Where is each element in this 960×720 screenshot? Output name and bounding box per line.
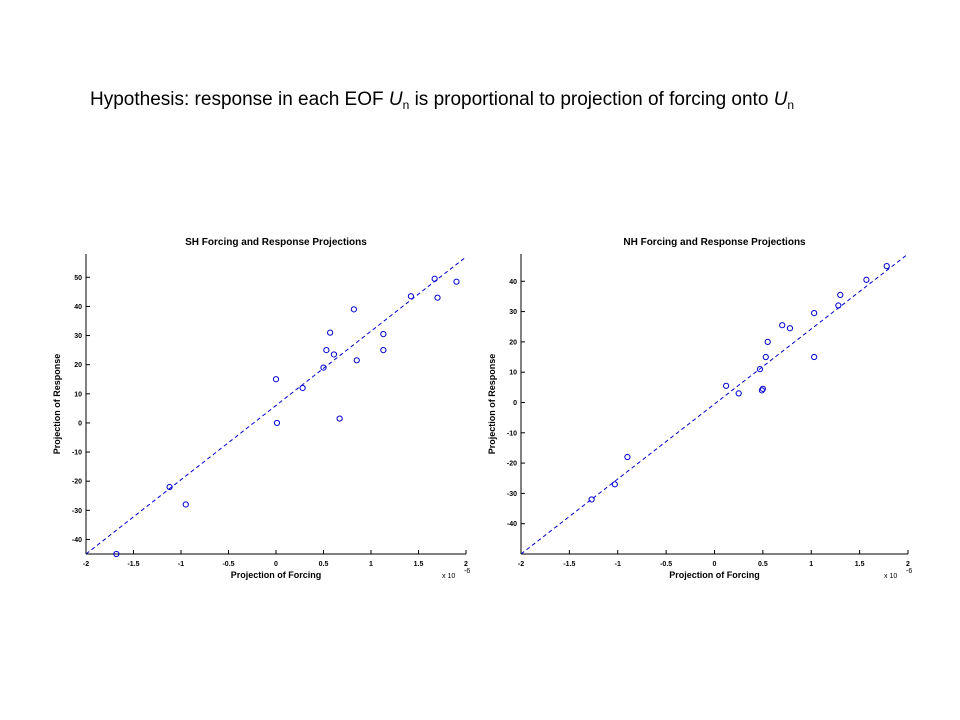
- fit-line: [521, 254, 908, 554]
- title-var-2: U: [773, 89, 788, 110]
- y-tick-label: 10: [74, 391, 82, 398]
- data-point: [380, 330, 387, 338]
- nh-chart: -2 -1.5 -1 -0.5 0 0.5 1 1.5 2 -40 -30 -20 -10 0 10 20 30…: [487, 237, 912, 580]
- y-tick-label: 50: [74, 275, 82, 282]
- x-tick-label: -1.5: [563, 561, 575, 568]
- y-tick-label: -10: [507, 430, 517, 437]
- x-tick-label: 0.5: [319, 561, 329, 568]
- x-tick-label: 0: [274, 561, 278, 568]
- y-tick-label: -30: [507, 491, 517, 498]
- x-axis-label: Projection of Forcing: [231, 570, 322, 580]
- data-point: [811, 353, 818, 361]
- data-point: [453, 278, 460, 285]
- data-point: [786, 325, 794, 332]
- data-point: [380, 347, 387, 354]
- y-tick-label: -30: [72, 508, 82, 515]
- data-point: [407, 293, 414, 300]
- data-point: [837, 291, 844, 299]
- data-point: [883, 263, 890, 270]
- x-tick-label: 1: [369, 561, 373, 568]
- data-point: [353, 357, 360, 364]
- data-point: [779, 322, 786, 329]
- y-axis-label: Projection of Response: [487, 354, 497, 455]
- data-point: [273, 419, 281, 427]
- title-text-2: is proportional to projection of forcing…: [409, 89, 774, 110]
- y-tick-label: 40: [509, 279, 517, 286]
- y-tick-label: -40: [507, 521, 517, 528]
- x-tick-label: -1.5: [127, 561, 139, 568]
- title-subscript: n: [402, 98, 410, 112]
- title-text: Hypothesis: response in each EOF: [90, 89, 389, 110]
- data-point: [588, 496, 595, 503]
- y-tick-label: -20: [72, 479, 82, 486]
- data-point: [320, 364, 327, 371]
- sh-chart: -2 -1.5 -1 -0.5 0 0.5 1 1.5 2 -40 -30 -20 -10 0 10 20 30…: [52, 237, 470, 580]
- y-tick-label: 0: [78, 420, 82, 427]
- x-tick-label: -0.5: [222, 561, 234, 568]
- y-tick-label: 0: [513, 400, 517, 407]
- data-point: [762, 353, 769, 361]
- data-point: [336, 415, 343, 422]
- y-tick-label: 20: [509, 339, 517, 346]
- y-tick-label: 30: [74, 333, 82, 340]
- x-tick-label: 2: [906, 561, 910, 568]
- data-point: [759, 385, 766, 392]
- data-point: [756, 366, 764, 373]
- x-tick-label: 0.5: [758, 561, 768, 568]
- y-tick-label: 30: [509, 309, 517, 316]
- x-tick-label: 0: [713, 561, 717, 568]
- x-exponent-label: x 10: [884, 573, 897, 580]
- data-point: [835, 302, 842, 309]
- x-tick-label: -2: [518, 561, 524, 568]
- data-point: [434, 294, 441, 301]
- title-var: U: [388, 89, 403, 110]
- x-tick-label: 1.5: [855, 561, 865, 568]
- x-tick-label: -1: [178, 561, 184, 568]
- data-point: [431, 275, 438, 282]
- data-point: [330, 351, 338, 358]
- data-point: [113, 550, 120, 558]
- data-point: [624, 453, 631, 461]
- fit-line: [86, 256, 466, 554]
- data-point: [299, 384, 306, 392]
- data-point: [735, 390, 742, 397]
- data-point: [166, 483, 173, 491]
- data-point: [323, 347, 330, 354]
- y-tick-label: -40: [72, 537, 82, 544]
- y-axis-label: Projection of Response: [52, 354, 62, 455]
- x-tick-label: -1: [615, 561, 621, 568]
- data-point: [350, 306, 357, 313]
- slide-title: Hypothesis: response in each EOF Un is p…: [90, 89, 850, 112]
- data-point: [811, 309, 818, 317]
- x-axis-label: Projection of Forcing: [669, 570, 760, 580]
- data-point: [327, 329, 334, 336]
- y-tick-label: 10: [509, 370, 517, 377]
- data-point: [182, 501, 189, 508]
- x-tick-label: -0.5: [660, 561, 672, 568]
- data-point: [723, 382, 730, 389]
- data-point: [611, 481, 618, 488]
- y-tick-label: -10: [72, 450, 82, 457]
- x-exponent-label: x 10: [442, 573, 455, 580]
- chart-title: NH Forcing and Response Projections: [623, 237, 806, 248]
- data-point: [764, 338, 771, 345]
- title-subscript-2: n: [787, 98, 795, 112]
- x-tick-label: -2: [83, 561, 89, 568]
- data-point: [863, 276, 870, 283]
- x-exponent: -6: [464, 568, 470, 575]
- x-tick-label: 1.5: [414, 561, 424, 568]
- x-tick-label: 1: [809, 561, 813, 568]
- x-tick-label: 2: [464, 561, 468, 568]
- x-exponent: -6: [906, 568, 912, 575]
- y-tick-label: 40: [74, 304, 82, 311]
- chart-title: SH Forcing and Response Projections: [185, 237, 367, 248]
- y-tick-label: 20: [74, 362, 82, 369]
- y-tick-label: -20: [507, 461, 517, 468]
- data-point: [272, 376, 280, 383]
